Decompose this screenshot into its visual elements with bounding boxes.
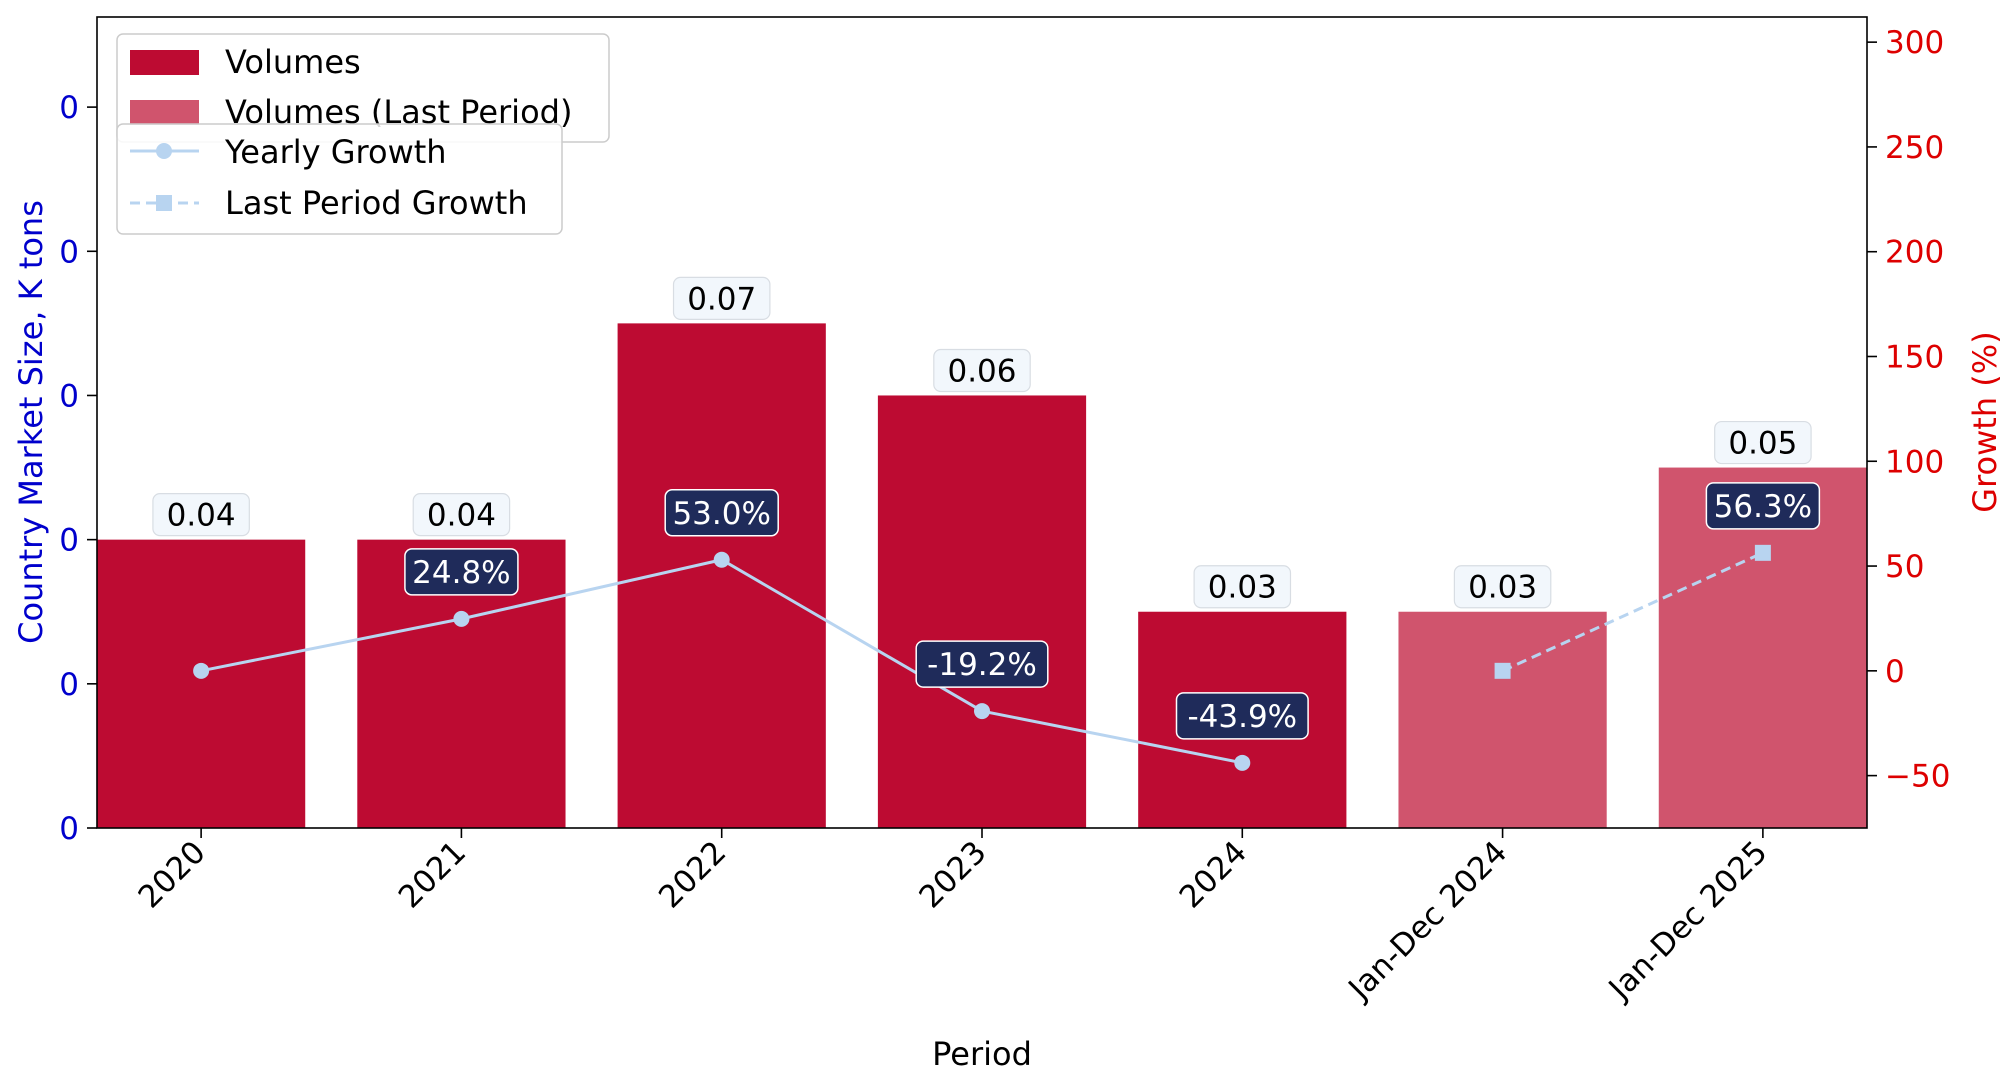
right-tick-label: 0 xyxy=(1885,654,1905,690)
left-tick-label: 0 xyxy=(59,667,79,703)
right-tick-label: 150 xyxy=(1885,339,1944,375)
right-tick-label: 100 xyxy=(1885,444,1944,480)
bar-2020 xyxy=(97,539,306,828)
right-axis-ticks: −50 0 50 100 150 200 250 300 xyxy=(1867,25,1950,795)
yearly-growth-label-box xyxy=(1175,692,1309,740)
x-tick-label: 2021 xyxy=(392,834,473,915)
legend-lines-frame xyxy=(116,123,563,235)
yearly-growth-label: 24.8% xyxy=(412,555,510,591)
bar-value-label: 0.03 xyxy=(1208,570,1277,606)
bar-value-label: 0.03 xyxy=(1468,570,1537,606)
left-axis-ticks: 0 0 0 0 0 0 xyxy=(59,90,97,847)
bars-layer xyxy=(97,323,1867,828)
bar-value-label: 0.07 xyxy=(687,281,756,317)
legend-swatch-volumes xyxy=(130,50,199,75)
bar-value-label-box xyxy=(1193,565,1292,609)
legend-marker-last-period xyxy=(156,195,172,211)
yearly-growth-label-box xyxy=(404,548,519,596)
bar-value-label-box xyxy=(1714,420,1812,465)
legend-marker-yearly xyxy=(156,143,172,159)
legend-label-last-period-growth: Last Period Growth xyxy=(225,184,528,222)
yearly-growth-label-box xyxy=(664,489,779,537)
left-tick-label: 0 xyxy=(59,811,79,847)
bar-value-label-box xyxy=(412,493,511,537)
bar-value-label: 0.05 xyxy=(1728,426,1797,462)
labels-layer: 0.04 0.04 0.07 0.06 0.03 0.03 0.05 24.8% 53.0% -1… xyxy=(152,276,1821,740)
right-tick-label: 250 xyxy=(1885,130,1944,166)
x-axis-label: Period xyxy=(932,1035,1032,1073)
right-tick-label: −50 xyxy=(1885,759,1950,795)
x-tick-label: 2023 xyxy=(912,834,993,915)
last-period-growth-marker xyxy=(1494,662,1511,679)
yearly-growth-marker xyxy=(713,551,730,568)
yearly-growth-label: -43.9% xyxy=(1187,699,1297,735)
x-tick-label: 2020 xyxy=(132,834,213,915)
y-axis-right-label: Growth (%) xyxy=(1966,331,2004,512)
lines-layer xyxy=(193,544,1771,771)
yearly-growth-label: 53.0% xyxy=(672,496,770,532)
last-period-growth-marker xyxy=(1754,544,1771,561)
yearly-growth-marker xyxy=(193,662,210,679)
bar-value-label: 0.04 xyxy=(427,498,496,534)
yearly-growth-marker xyxy=(1234,754,1251,771)
yearly-growth-label-box xyxy=(915,640,1049,688)
bar-value-label: 0.06 xyxy=(947,353,1016,389)
bar-2023 xyxy=(877,395,1087,828)
right-tick-label: 200 xyxy=(1885,235,1944,271)
bar-value-label-box xyxy=(933,348,1031,393)
bar-value-label-box xyxy=(152,493,250,537)
bar-jan-dec-2024 xyxy=(1398,611,1607,828)
legend-label-yearly-growth: Yearly Growth xyxy=(224,133,447,171)
x-tick-label: Jan-Dec 2025 xyxy=(1601,834,1775,1008)
bar-value-label-box xyxy=(672,276,771,320)
left-tick-label: 0 xyxy=(59,234,79,270)
x-tick-label: 2024 xyxy=(1173,834,1254,915)
bar-value-label: 0.04 xyxy=(167,498,236,534)
legend-label-volumes: Volumes xyxy=(225,43,361,81)
yearly-growth-label: -19.2% xyxy=(927,647,1037,683)
yearly-growth-marker xyxy=(453,610,470,627)
right-tick-label: 300 xyxy=(1885,25,1944,61)
y-axis-left-label: Country Market Size, K tons xyxy=(12,200,50,644)
last-period-growth-label-box xyxy=(1705,482,1821,530)
right-tick-label: 50 xyxy=(1885,549,1924,585)
left-tick-label: 0 xyxy=(59,90,79,126)
legend-lines: Yearly Growth Last Period Growth xyxy=(116,123,563,235)
x-tick-label: 2022 xyxy=(652,834,733,915)
left-tick-label: 0 xyxy=(59,523,79,559)
x-tick-label: Jan-Dec 2024 xyxy=(1340,834,1514,1008)
legend-bars: Volumes Volumes (Last Period) xyxy=(116,33,610,143)
x-axis-ticks: 2020 2021 2022 2023 2024 Jan-Dec 2024 Jan-Dec … xyxy=(132,828,1775,1008)
yearly-growth-marker xyxy=(974,703,990,720)
last-period-growth-label: 56.3% xyxy=(1714,489,1812,525)
bar-value-label-box xyxy=(1453,565,1552,609)
left-tick-label: 0 xyxy=(59,378,79,414)
legend-swatch-volumes-last xyxy=(130,100,199,125)
